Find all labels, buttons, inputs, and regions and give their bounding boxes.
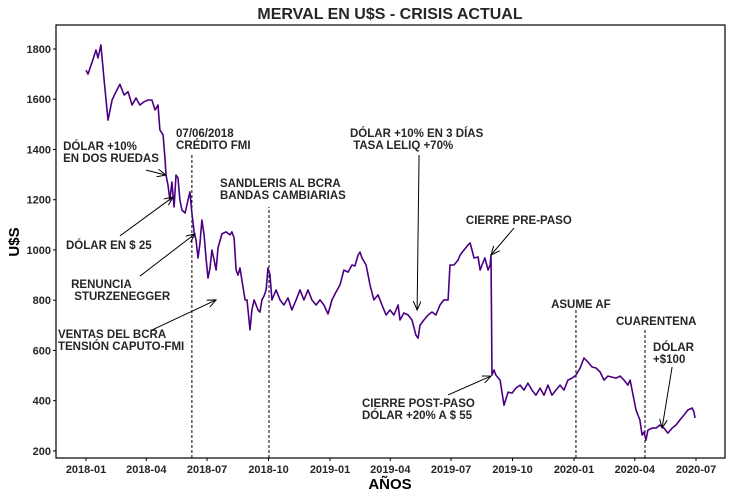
x-tick-label: 2020-04 xyxy=(615,464,656,476)
annotation-text: ASUME AF xyxy=(551,299,611,311)
x-tick-label: 2018-01 xyxy=(66,464,106,476)
annotation-arrow xyxy=(139,234,195,277)
y-tick-label: 1000 xyxy=(27,245,51,257)
x-tick-label: 2019-04 xyxy=(370,464,411,476)
annotation-line: CIERRE PRE-PASO xyxy=(466,215,572,227)
annotations: DÓLAR +10% EN DOS RUEDAS DÓLAR EN $ 25 RENU… xyxy=(58,127,697,428)
annotation-arrow xyxy=(151,300,216,331)
y-tick-label: 400 xyxy=(33,396,51,408)
annotation-text: DÓLAR +10% EN 3 DÍAS TASA LELIQ +70% xyxy=(350,127,484,152)
annotation-text: DÓLAR +10% EN DOS RUEDAS xyxy=(63,140,159,165)
annotation-line: DÓLAR +10% xyxy=(63,140,137,153)
annotation-line: DÓLAR EN $ 25 xyxy=(66,239,152,252)
x-tick-label: 2019-01 xyxy=(310,464,350,476)
annotation-line: TASA LELIQ +70% xyxy=(350,140,453,152)
y-tick-label: 1600 xyxy=(27,94,51,106)
axis-ticks: 2018-01 2018-04 2018-07 2018-10 2019-01 2019-… xyxy=(27,44,717,476)
annotation-line: EN DOS RUEDAS xyxy=(63,153,159,165)
y-tick-label: 1800 xyxy=(27,44,51,56)
annotation-text: 07/06/2018 CRÉDITO FMI xyxy=(176,128,251,152)
series-group xyxy=(85,44,696,441)
y-tick-label: 600 xyxy=(33,345,51,357)
annotation-text: CIERRE PRE-PASO xyxy=(466,215,572,227)
x-tick-label: 2020-01 xyxy=(554,464,594,476)
annotation-line: TENSIÓN CAPUTO-FMI xyxy=(58,340,184,353)
y-axis-label: U$S xyxy=(6,227,23,256)
annotation-text: DÓLAR +$100 xyxy=(653,341,695,366)
annotation-line: CUARENTENA xyxy=(616,316,697,328)
annotation-arrow xyxy=(119,197,173,237)
x-tick-label: 2018-10 xyxy=(248,464,288,476)
annotation-text: DÓLAR EN $ 25 xyxy=(66,239,152,252)
annotation-text: CIERRE POST-PASO DÓLAR +20% A $ 55 xyxy=(362,398,475,422)
annotation-text: CUARENTENA xyxy=(616,316,697,328)
annotation-line: CRÉDITO FMI xyxy=(176,139,251,152)
annotation-line: DÓLAR xyxy=(653,341,695,354)
x-tick-label: 2018-07 xyxy=(187,464,227,476)
plot-frame xyxy=(55,24,726,459)
annotation-line: DÓLAR +10% EN 3 DÍAS xyxy=(350,127,484,140)
annotation-arrow xyxy=(417,155,419,310)
y-tick-label: 1200 xyxy=(27,195,51,207)
annotation-line: STURZENEGGER xyxy=(71,291,171,303)
annotation-arrow xyxy=(491,227,515,255)
annotation-line: BANDAS CAMBIARIAS xyxy=(220,190,346,202)
annotation-line: CIERRE POST-PASO xyxy=(362,398,475,410)
chart-title: MERVAL EN U$S - CRISIS ACTUAL xyxy=(257,6,522,23)
annotation-text: RENUNCIA STURZENEGGER xyxy=(71,279,171,303)
y-tick-label: 1400 xyxy=(27,144,51,156)
x-tick-label: 2019-07 xyxy=(431,464,471,476)
annotation-line: ASUME AF xyxy=(551,299,611,311)
x-tick-label: 2018-04 xyxy=(126,464,167,476)
annotation-text: VENTAS DEL BCRA TENSIÓN CAPUTO-FMI xyxy=(58,329,184,353)
series-line xyxy=(85,44,696,441)
annotation-line: 07/06/2018 xyxy=(176,128,234,140)
annotation-line: DÓLAR +20% A $ 55 xyxy=(362,409,473,422)
x-axis-label: AÑOS xyxy=(368,475,411,493)
annotation-line: RENUNCIA xyxy=(71,279,132,291)
x-tick-label: 2019-10 xyxy=(492,464,532,476)
x-tick-label: 2020-07 xyxy=(676,464,716,476)
annotation-arrow xyxy=(145,170,166,175)
y-tick-label: 800 xyxy=(33,295,51,307)
annotation-line: VENTAS DEL BCRA xyxy=(58,329,166,341)
annotation-line: +$100 xyxy=(653,354,685,366)
annotation-text: SANDLERIS AL BCRA BANDAS CAMBIARIAS xyxy=(220,178,346,202)
annotation-arrow xyxy=(662,366,673,428)
annotation-arrow xyxy=(447,376,491,396)
y-tick-label: 200 xyxy=(33,446,51,458)
annotation-line: SANDLERIS AL BCRA xyxy=(220,178,341,190)
